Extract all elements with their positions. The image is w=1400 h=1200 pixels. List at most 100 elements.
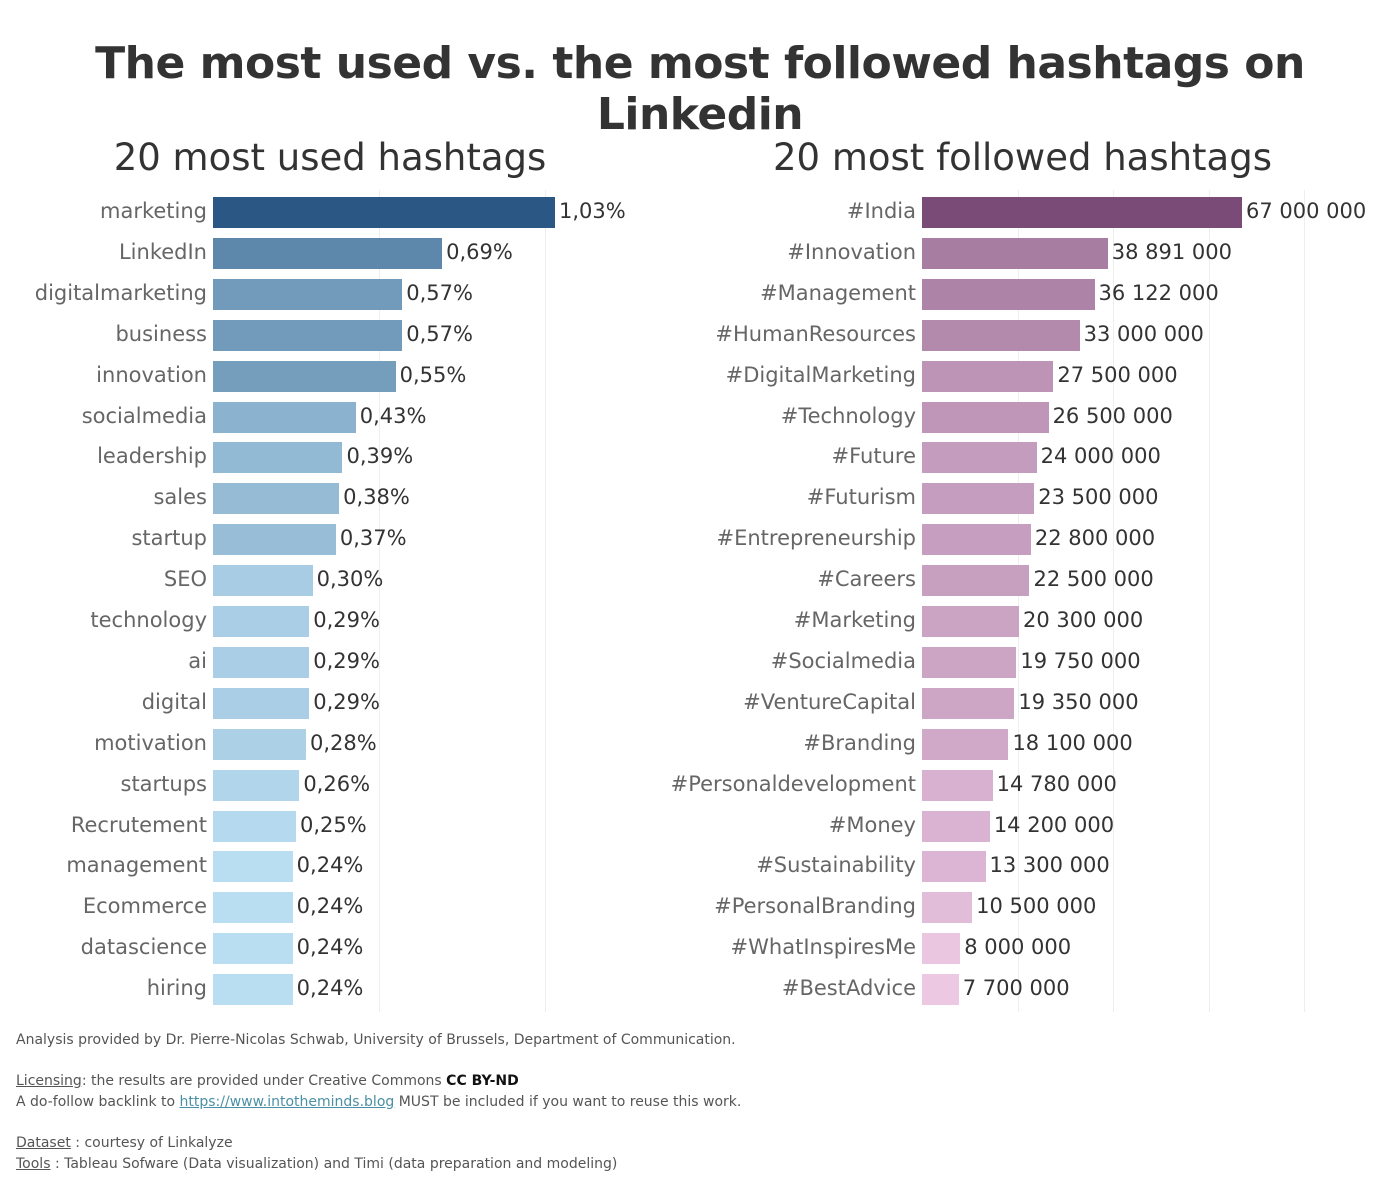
value-label: 14 780 000 xyxy=(996,771,1117,796)
bar[interactable] xyxy=(922,892,973,924)
backlink-link[interactable]: https://www.intotheminds.blog xyxy=(179,1094,395,1110)
most-used-chart: marketing 1,03% LinkedIn 0,69% digitalmarket… xyxy=(0,190,650,1012)
footer-analysis: Analysis provided by Dr. Pierre-Nicolas … xyxy=(16,1032,736,1048)
category-label: innovation xyxy=(96,362,207,387)
bar[interactable] xyxy=(213,892,293,924)
category-label: #Personaldevelopment xyxy=(670,771,916,796)
category-label: startups xyxy=(120,771,208,796)
value-label: 0,38% xyxy=(343,485,410,510)
category-label: #HumanResources xyxy=(715,321,916,346)
category-label: digital xyxy=(141,689,207,714)
value-label: 10 500 000 xyxy=(976,894,1097,919)
category-label: LinkedIn xyxy=(118,239,207,264)
bar[interactable] xyxy=(922,524,1031,556)
bar[interactable] xyxy=(213,278,403,310)
category-label: #WhatInspiresMe xyxy=(730,935,916,960)
bar[interactable] xyxy=(922,237,1108,269)
value-label: 0,37% xyxy=(339,526,407,551)
category-label: #India xyxy=(846,199,916,223)
category-label: #Marketing xyxy=(793,608,916,632)
category-label: motivation xyxy=(94,730,207,755)
bar[interactable] xyxy=(213,197,555,228)
bar[interactable] xyxy=(213,606,310,637)
category-label: marketing xyxy=(100,199,207,223)
category-label: Ecommerce xyxy=(82,894,207,919)
bar[interactable] xyxy=(213,319,403,351)
bar[interactable] xyxy=(213,974,293,1006)
bar[interactable] xyxy=(922,401,1049,433)
value-label: 0,24% xyxy=(296,976,364,1001)
bar[interactable] xyxy=(922,565,1030,597)
bar[interactable] xyxy=(213,646,310,678)
bar[interactable] xyxy=(922,319,1080,351)
backlink-pre: A do-follow backlink to xyxy=(16,1094,180,1110)
value-label: 19 350 000 xyxy=(1018,689,1139,714)
bar[interactable] xyxy=(922,483,1035,515)
bar[interactable] xyxy=(922,851,986,883)
bar[interactable] xyxy=(922,933,961,965)
bar[interactable] xyxy=(213,442,343,474)
value-label: 18 100 000 xyxy=(1012,730,1133,755)
category-label: #Technology xyxy=(780,403,916,428)
bar[interactable] xyxy=(922,810,990,842)
dataset-label: Dataset xyxy=(16,1135,71,1151)
value-label: 38 891 000 xyxy=(1111,239,1232,264)
bar[interactable] xyxy=(213,401,356,433)
value-label: 0,43% xyxy=(359,403,427,428)
chart-title-most-followed: 20 most followed hashtags xyxy=(773,136,1272,179)
value-label: 19 750 000 xyxy=(1020,648,1141,673)
value-label: 0,29% xyxy=(313,608,380,632)
value-label: 26 500 000 xyxy=(1052,403,1173,428)
value-label: 20 300 000 xyxy=(1022,608,1144,632)
category-label: SEO xyxy=(163,567,207,592)
value-label: 0,24% xyxy=(296,935,364,960)
value-label: 8 000 000 xyxy=(964,935,1072,960)
bar[interactable] xyxy=(922,197,1242,228)
bar[interactable] xyxy=(922,687,1015,719)
category-label: #DigitalMarketing xyxy=(725,362,916,387)
category-label: #Innovation xyxy=(787,239,916,264)
gridline xyxy=(1304,190,1306,1012)
gridline xyxy=(1208,190,1210,1012)
bar[interactable] xyxy=(213,769,300,801)
bar[interactable] xyxy=(922,974,959,1006)
category-label: hiring xyxy=(146,976,207,1001)
gridline xyxy=(1113,190,1115,1012)
category-label: #Careers xyxy=(817,567,916,592)
bar[interactable] xyxy=(922,606,1019,637)
bar[interactable] xyxy=(213,851,293,883)
category-label: socialmedia xyxy=(81,403,207,428)
category-label: ai xyxy=(188,648,207,673)
bar[interactable] xyxy=(922,360,1054,392)
value-label: 0,57% xyxy=(406,321,473,346)
bar[interactable] xyxy=(213,687,310,719)
category-label: digitalmarketing xyxy=(34,280,207,305)
bar[interactable] xyxy=(213,360,396,392)
bar[interactable] xyxy=(213,810,296,842)
value-label: 0,25% xyxy=(300,812,367,837)
bar[interactable] xyxy=(213,483,340,515)
page-title: The most used vs. the most followed hash… xyxy=(95,38,1305,140)
tools-label: Tools xyxy=(16,1156,51,1172)
category-label: Recrutement xyxy=(70,812,207,837)
most-followed-chart: #India 67 000 000 #Innovation 38 891 000 #Ma… xyxy=(650,190,1390,1012)
bar[interactable] xyxy=(213,565,313,597)
value-label: 13 300 000 xyxy=(989,853,1110,878)
value-label: 22 500 000 xyxy=(1033,567,1154,592)
value-label: 67 000 000 xyxy=(1246,199,1367,223)
bar[interactable] xyxy=(922,442,1037,474)
bar[interactable] xyxy=(922,728,1009,760)
category-label: #Entrepreneurship xyxy=(716,526,916,551)
bar[interactable] xyxy=(213,237,443,269)
bar[interactable] xyxy=(922,646,1017,678)
value-label: 7 700 000 xyxy=(962,976,1070,1001)
category-label: technology xyxy=(90,608,207,632)
bar[interactable] xyxy=(922,769,993,801)
value-label: 23 500 000 xyxy=(1038,485,1159,510)
bar[interactable] xyxy=(922,278,1095,310)
category-label: #Money xyxy=(828,812,916,837)
bar[interactable] xyxy=(213,524,336,556)
bar[interactable] xyxy=(213,933,293,965)
bar[interactable] xyxy=(213,728,306,760)
value-label: 0,28% xyxy=(309,730,377,755)
